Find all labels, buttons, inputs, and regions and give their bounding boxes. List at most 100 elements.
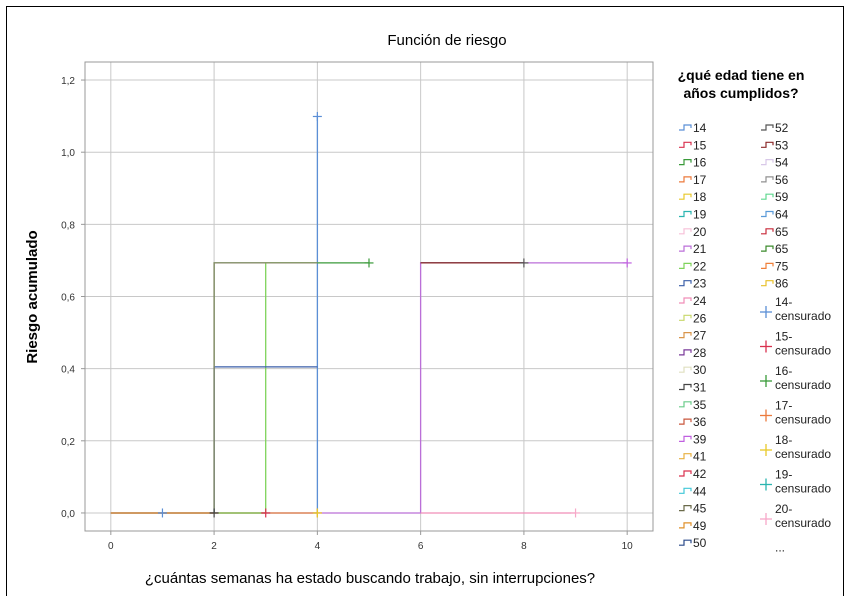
y-tick-label: 0,2: [61, 437, 75, 448]
legend-label: 26: [693, 311, 707, 325]
legend-label: 86: [775, 277, 789, 291]
legend-label: 19: [693, 208, 707, 222]
censored-marker: [622, 258, 632, 268]
legend-step-icon: [761, 228, 774, 235]
legend-item: 28: [679, 346, 707, 360]
legend-item: 21: [679, 242, 707, 256]
legend-item: 36: [679, 415, 707, 429]
legend-step-icon: [679, 366, 692, 373]
legend-item: 44: [679, 484, 707, 498]
legend: ¿qué edad tiene en años cumplidos? 14151…: [678, 67, 832, 555]
legend-step-icon: [761, 280, 774, 287]
y-tick-label: 0,6: [61, 293, 75, 304]
legend-label: 17-censurado: [775, 399, 831, 427]
legend-item: 42: [679, 467, 707, 481]
legend-step-icon: [679, 280, 692, 287]
legend-step-icon: [761, 141, 774, 148]
censored-marker: [261, 508, 271, 518]
legend-step-icon: [679, 539, 692, 546]
legend-item: 56: [761, 173, 789, 187]
legend-label: 65: [775, 242, 789, 256]
legend-step-icon: [679, 453, 692, 460]
legend-item: 24: [679, 294, 707, 308]
legend-label: 20-censurado: [775, 502, 831, 530]
y-tick-label: 1,0: [61, 148, 75, 159]
legend-label: 22: [693, 259, 707, 273]
legend-label: 64: [775, 208, 789, 222]
censored-marker: [519, 258, 529, 268]
legend-item-censored: 16-censurado: [760, 364, 831, 392]
legend-item: 27: [679, 329, 707, 343]
legend-step-icon: [679, 193, 692, 200]
legend-item: 18: [679, 190, 707, 204]
legend-label: 52: [775, 121, 789, 135]
legend-item: 22: [679, 259, 707, 273]
legend-label: 35: [693, 398, 707, 412]
legend-item: 14: [679, 121, 707, 135]
legend-item: 53: [761, 138, 789, 152]
legend-item: 54: [761, 156, 789, 170]
legend-step-icon: [679, 314, 692, 321]
legend-label: 54: [775, 156, 789, 170]
legend-item-censored: 19-censurado: [760, 468, 831, 496]
legend-step-icon: [679, 228, 692, 235]
series-line-16: [110, 262, 369, 514]
x-tick-label: 8: [521, 541, 527, 552]
legend-label: 19-censurado: [775, 468, 831, 496]
legend-step-icon: [679, 401, 692, 408]
legend-step-icon: [679, 176, 692, 183]
legend-step-icon: [679, 262, 692, 269]
legend-label: 17: [693, 173, 707, 187]
legend-item-censored: 17-censurado: [760, 399, 831, 427]
legend-item: 65: [761, 225, 789, 239]
legend-item-censored: 15-censurado: [760, 330, 831, 358]
legend-item: 45: [679, 502, 707, 516]
legend-label: 27: [693, 329, 707, 343]
x-axis-title: ¿cuántas semanas ha estado buscando trab…: [145, 570, 595, 587]
series-line-45: [213, 262, 318, 513]
legend-step-icon: [679, 418, 692, 425]
series-line-21: [317, 262, 628, 514]
legend-label: 24: [693, 294, 707, 308]
legend-item: 49: [679, 519, 707, 533]
legend-label: 44: [693, 484, 707, 498]
legend-item: 31: [679, 381, 707, 395]
legend-item: 75: [761, 259, 789, 273]
legend-item: 86: [761, 277, 789, 291]
legend-label: 28: [693, 346, 707, 360]
legend-items: 14 15 16 17 18 19 20 21 22 23 24 26 27 28 30 31 35 36 39 41…: [679, 121, 831, 555]
legend-label: 14-censurado: [775, 295, 831, 323]
legend-label: 14: [693, 121, 707, 135]
legend-step-icon: [679, 159, 692, 166]
legend-item: 50: [679, 536, 707, 550]
legend-step-icon: [679, 470, 692, 477]
legend-step-icon: [679, 245, 692, 252]
x-tick-label: 6: [418, 541, 424, 552]
series-line-22: [214, 262, 318, 514]
legend-step-icon: [679, 297, 692, 304]
legend-step-icon: [679, 332, 692, 339]
legend-label: 50: [693, 536, 707, 550]
legend-step-icon: [761, 159, 774, 166]
chart-frame: Función de riesgo 0 2 4 6 8 10 0,0 0,2 0,4 0,6 0,8…: [6, 6, 844, 596]
legend-item: 17: [679, 173, 707, 187]
legend-label: 18: [693, 190, 707, 204]
legend-step-icon: [679, 383, 692, 391]
legend-title-line-2: años cumplidos?: [683, 85, 798, 101]
legend-step-icon: [761, 124, 774, 131]
y-axis-title: Riesgo acumulado: [24, 230, 41, 363]
legend-step-icon: [679, 505, 692, 512]
legend-label: 45: [693, 502, 707, 516]
legend-step-icon: [679, 435, 692, 442]
legend-label: 31: [693, 381, 707, 395]
legend-label: 75: [775, 259, 789, 273]
legend-step-icon: [679, 124, 692, 131]
legend-label: 18-censurado: [775, 433, 831, 461]
legend-item: 20: [679, 225, 707, 239]
legend-item-censored: 18-censurado: [760, 433, 831, 461]
y-tick-label: 0,0: [61, 509, 75, 520]
legend-item: 64: [761, 208, 789, 222]
legend-label: 53: [775, 138, 789, 152]
legend-label: 39: [693, 432, 707, 446]
legend-step-icon: [761, 262, 774, 269]
